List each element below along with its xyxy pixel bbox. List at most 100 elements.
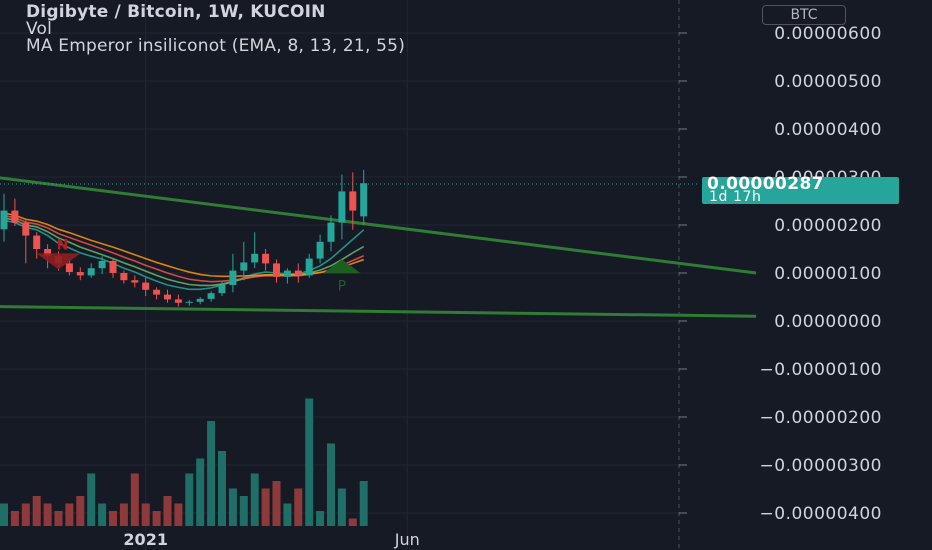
candle-body bbox=[185, 301, 193, 303]
volume-bar bbox=[196, 458, 205, 526]
volume-bar bbox=[76, 496, 85, 526]
volume-bar bbox=[54, 511, 63, 526]
symbol-title[interactable]: Digibyte / Bitcoin, 1W, KUCOIN bbox=[26, 2, 326, 22]
candle-body bbox=[87, 268, 95, 276]
volume-bar bbox=[43, 503, 52, 526]
last-price-tag: 0.00000287 1d 17h bbox=[702, 174, 899, 205]
currency-button[interactable]: BTC bbox=[762, 5, 846, 25]
volume-bar bbox=[10, 511, 19, 526]
candle-body bbox=[153, 289, 161, 295]
volume-bar bbox=[21, 503, 30, 526]
volume-bar bbox=[272, 481, 281, 526]
candle-body bbox=[294, 270, 302, 276]
candle-body bbox=[0, 210, 8, 230]
candle-body bbox=[98, 261, 106, 269]
sell-signal-triangle bbox=[36, 253, 81, 270]
candle-body bbox=[218, 285, 226, 294]
volume-indicator-label[interactable]: Vol bbox=[26, 19, 53, 39]
candle-body bbox=[327, 222, 335, 242]
last-price-value: 0.00000287 bbox=[707, 174, 824, 194]
candle-body bbox=[338, 191, 346, 223]
volume-bar bbox=[32, 496, 41, 526]
support-trendline bbox=[0, 305, 757, 318]
volume-bar bbox=[337, 488, 346, 526]
volume-bar bbox=[294, 488, 303, 526]
candle-body bbox=[131, 280, 139, 283]
price-tick-label: 0.00000100 bbox=[774, 264, 882, 284]
volume-bar bbox=[152, 511, 161, 526]
candle-body bbox=[44, 249, 52, 257]
time-tick-label: Jun bbox=[394, 530, 420, 549]
candle-body bbox=[65, 263, 73, 273]
volume-bar bbox=[218, 451, 226, 526]
price-tick-label: 0.00000200 bbox=[774, 216, 882, 236]
candle-body bbox=[273, 263, 280, 277]
sell-signal-label: N bbox=[57, 237, 69, 253]
candle-body bbox=[251, 253, 259, 263]
volume-bar bbox=[305, 398, 314, 526]
price-tick-label: 0.00000400 bbox=[774, 120, 882, 140]
candle-body bbox=[360, 183, 368, 217]
candle-body bbox=[76, 272, 84, 276]
price-axis: 0.000006000.000005000.000004000.00000300… bbox=[679, 24, 882, 524]
volume-bar bbox=[250, 473, 259, 526]
volume-bar bbox=[109, 511, 117, 526]
ema-lines bbox=[3, 212, 365, 291]
candle-body bbox=[283, 270, 291, 277]
candle-body bbox=[229, 270, 237, 285]
volume-bar bbox=[239, 496, 248, 526]
time-tick-label: 2021 bbox=[123, 530, 168, 549]
ema-line-8 bbox=[3, 219, 365, 291]
volume-bar bbox=[348, 518, 357, 526]
candle-body bbox=[316, 241, 324, 259]
candles bbox=[0, 169, 368, 307]
buy-signal-triangle bbox=[322, 259, 361, 274]
volume-bar bbox=[163, 496, 172, 526]
bar-countdown: 1d 17h bbox=[709, 189, 762, 205]
trendlines bbox=[0, 176, 757, 318]
price-tick-label: −0.00000100 bbox=[760, 360, 883, 380]
volume-bar bbox=[174, 503, 183, 526]
volume-bar bbox=[316, 511, 325, 526]
candle-body bbox=[142, 282, 150, 290]
volume-bar bbox=[185, 473, 194, 526]
volume-bar bbox=[0, 503, 8, 526]
grid bbox=[0, 0, 679, 550]
candle-body bbox=[22, 222, 30, 236]
price-tick-label: −0.00000400 bbox=[760, 504, 883, 524]
signal-markers: NP bbox=[36, 237, 361, 294]
candle-body bbox=[305, 258, 313, 276]
candle-body bbox=[262, 253, 270, 264]
candle-body bbox=[11, 210, 19, 223]
candle-body bbox=[240, 262, 248, 271]
candle-body bbox=[349, 191, 357, 211]
volume-bar bbox=[141, 503, 150, 526]
volume-bar bbox=[207, 421, 216, 526]
volume-bar bbox=[327, 443, 335, 526]
candle-body bbox=[174, 299, 182, 303]
price-tick-label: 0.00000000 bbox=[774, 312, 882, 332]
volume-bar bbox=[65, 503, 74, 526]
volume-bar bbox=[359, 481, 368, 526]
ema-line-55 bbox=[3, 212, 364, 278]
buy-signal-label: P bbox=[338, 278, 346, 294]
volume-bars bbox=[0, 398, 368, 526]
resistance-trendline bbox=[0, 176, 757, 275]
time-axis: 2021 Jun bbox=[123, 530, 419, 549]
ma-indicator-label[interactable]: MA Emperor insiliconot (EMA, 8, 13, 21, … bbox=[26, 38, 406, 55]
candle-body bbox=[196, 298, 204, 302]
volume-bar bbox=[228, 488, 237, 526]
price-tick-label: 0.00000500 bbox=[774, 72, 882, 92]
volume-bar bbox=[119, 503, 128, 526]
volume-bar bbox=[130, 473, 139, 526]
chart-legend: Digibyte / Bitcoin, 1W, KUCOIN Vol MA Em… bbox=[26, 4, 676, 55]
volume-bar bbox=[283, 503, 292, 526]
candle-body bbox=[164, 294, 171, 300]
candle-body bbox=[33, 235, 41, 249]
volume-bar bbox=[261, 488, 270, 526]
price-tick-label: −0.00000200 bbox=[760, 408, 883, 428]
candle-body bbox=[109, 261, 117, 273]
candle-body bbox=[120, 273, 128, 281]
volume-bar bbox=[98, 503, 107, 526]
